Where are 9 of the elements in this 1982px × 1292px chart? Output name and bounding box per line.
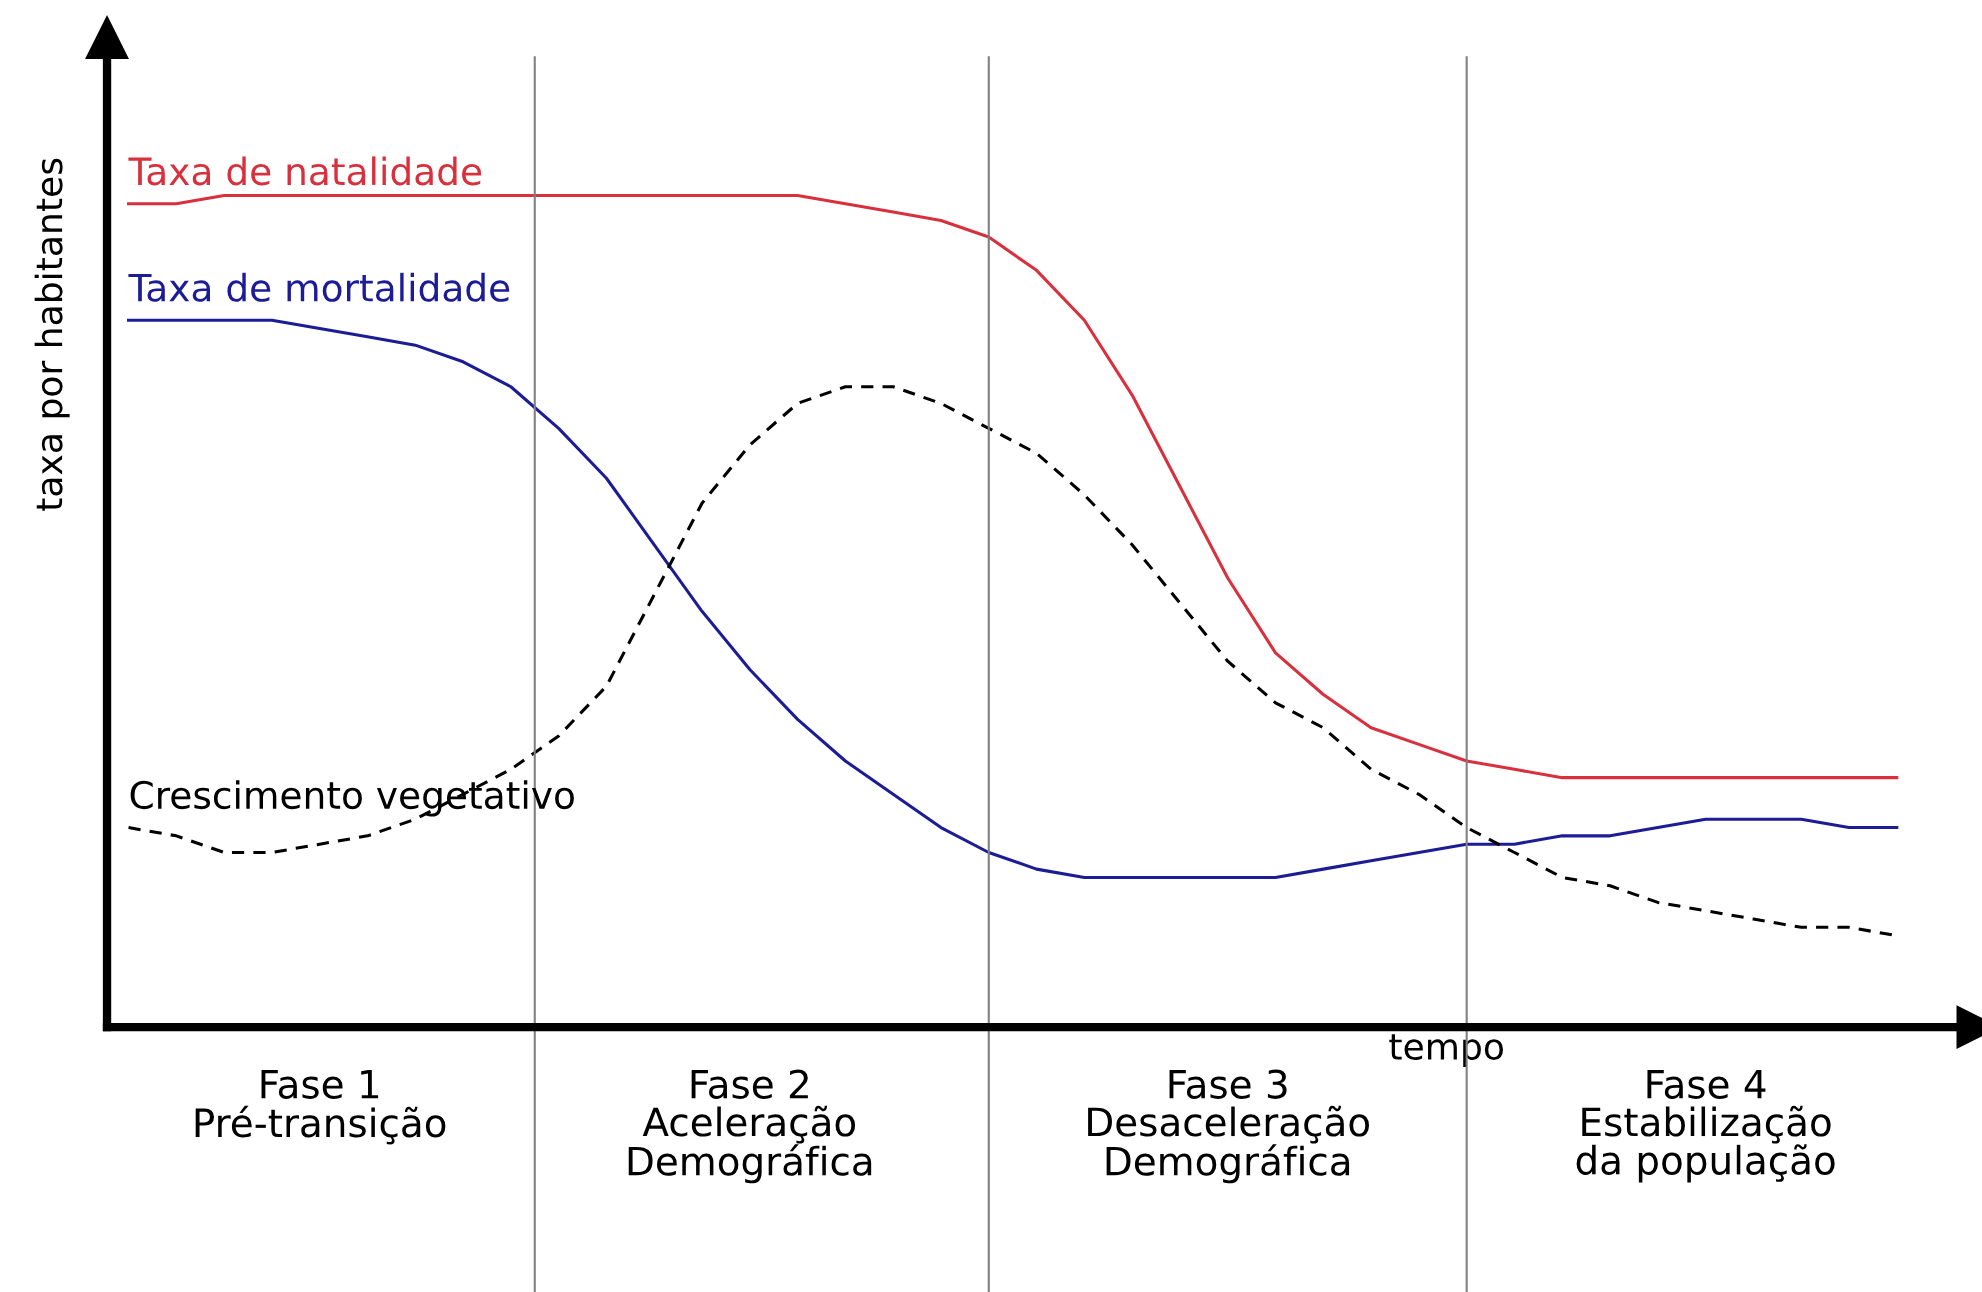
series-label: Taxa de natalidade xyxy=(128,156,482,186)
series-label: Taxa de mortalidade xyxy=(128,272,510,302)
x-tick-label: Fase 3 Desaceleração Demográfica xyxy=(1088,1069,1369,1184)
x-tick-label: Fase 2 Aceleração Demográfica xyxy=(628,1069,872,1184)
y-axis-title: taxa por habitantes xyxy=(34,158,70,511)
x-tick-label: Fase 4 Estabilização da população xyxy=(1576,1070,1835,1183)
x-axis-title: tempo xyxy=(1389,1034,1503,1068)
x-tick-label: Fase 1 Pré-transição xyxy=(195,1070,446,1145)
series-label: Crescimento vegetativo xyxy=(130,780,574,817)
